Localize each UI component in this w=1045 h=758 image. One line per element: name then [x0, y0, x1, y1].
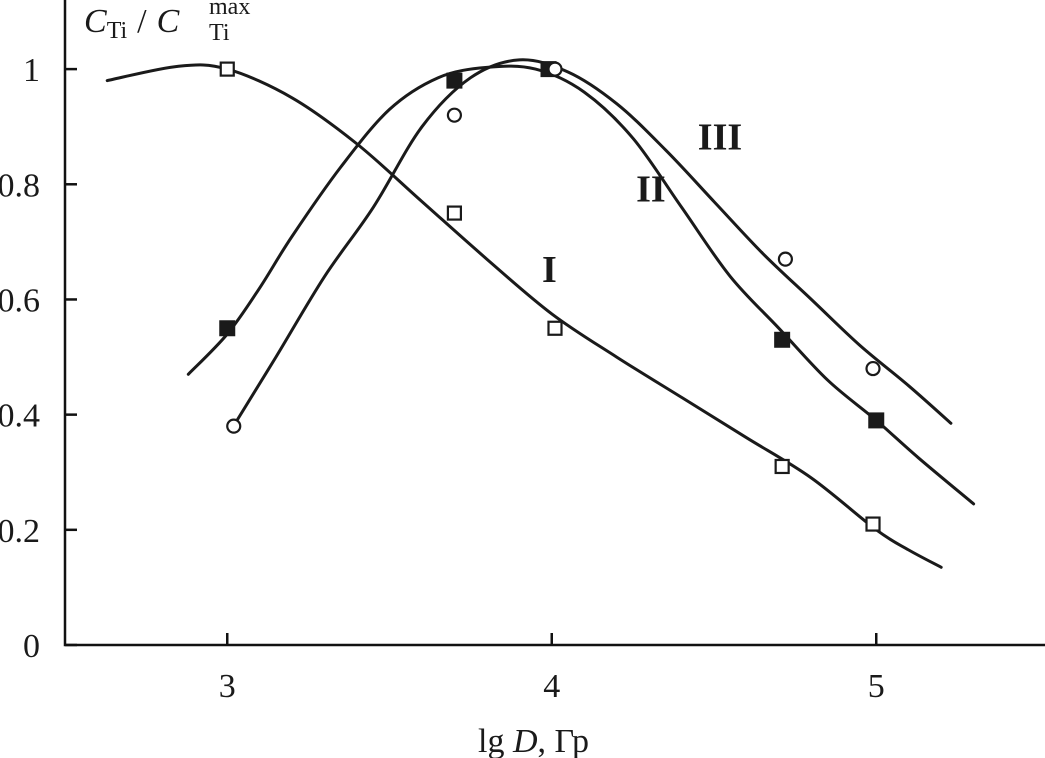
y-axis-title: CTi / C [84, 3, 180, 44]
y-axis-title-c1: C [84, 3, 107, 40]
series-III-point-5 [865, 360, 881, 377]
y-tick-label-0.8: 0.8 [0, 167, 40, 204]
series-I-point-2 [446, 205, 463, 221]
series-III-line [235, 58, 953, 425]
x-axis-title-suffix: , Гр [538, 723, 590, 758]
y-tick-label-0: 0 [23, 628, 40, 665]
series-I-point-3 [547, 320, 563, 336]
y-axis-title-c2: C [157, 3, 180, 40]
series-II-point-1 [219, 320, 236, 337]
series-label-I: I [542, 249, 557, 291]
series-III-point-4 [777, 251, 793, 267]
ticks: 3 4 5 0 0.2 0.4 0.6 0.8 1 [0, 52, 885, 705]
series-label-II: II [636, 169, 666, 211]
series-III-point-1 [226, 418, 242, 434]
series-II-point-5 [868, 412, 885, 429]
series-I-point-1 [219, 61, 235, 77]
series-I-line [105, 63, 943, 569]
x-tick-label-4: 4 [543, 668, 560, 705]
y-axis-title-sub1: Ti [107, 18, 128, 44]
series-II-point-2 [446, 72, 463, 89]
y-axis-title-sup: max [209, 0, 250, 20]
x-tick-label-3: 3 [219, 668, 236, 705]
y-tick-label-0.6: 0.6 [0, 282, 40, 319]
x-axis-title-var: D [512, 723, 538, 758]
curves [105, 58, 976, 569]
y-tick-label-1: 1 [23, 52, 40, 89]
y-tick-label-0.4: 0.4 [0, 398, 40, 435]
y-axis-title-sub2: Ti [209, 20, 230, 46]
series-III-point-2 [446, 107, 463, 123]
series-label-III: III [698, 117, 742, 159]
series-II-point-4 [774, 331, 791, 348]
x-axis-title: lg D, Гр [478, 723, 589, 758]
series-II-line [186, 64, 976, 506]
series-I-point-5 [865, 516, 881, 532]
y-tick-label-0.2: 0.2 [0, 513, 40, 550]
series-III-point-3 [547, 61, 563, 77]
markers [219, 61, 885, 532]
y-axis-title-slash: / [137, 3, 147, 40]
x-axis-title-prefix: lg [478, 723, 513, 758]
x-tick-label-5: 5 [868, 668, 885, 705]
series-I-point-4 [774, 458, 790, 475]
